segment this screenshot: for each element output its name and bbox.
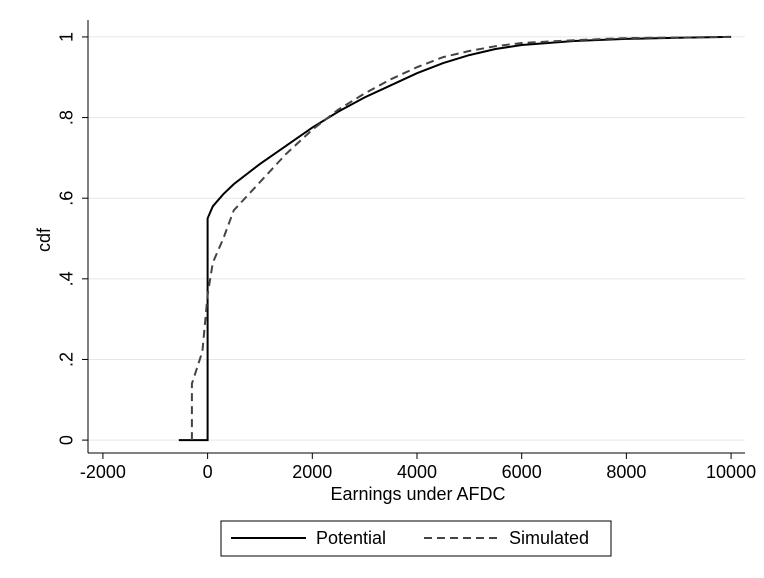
y-axis-label: cdf [34,227,54,252]
y-tick-label: .8 [57,110,77,125]
x-tick-label: 0 [203,462,213,482]
legend-label: Potential [316,528,386,548]
series-line [178,35,732,442]
y-tick-label: 0 [57,435,77,445]
x-tick-label: 2000 [292,462,332,482]
y-tick-label: .2 [57,352,77,367]
legend-box [220,520,612,557]
x-tick-label: 10000 [706,462,756,482]
x-tick-label: 4000 [397,462,437,482]
series-line [190,35,732,441]
x-axis-label: Earnings under AFDC [330,484,505,504]
y-tick-label: 1 [57,32,77,42]
y-tick-label: .4 [57,271,77,286]
legend-label: Simulated [509,528,589,548]
x-tick-label: 6000 [502,462,542,482]
x-tick-label: 8000 [606,462,646,482]
x-tick-label: -2000 [80,462,126,482]
y-tick-label: .6 [57,191,77,206]
